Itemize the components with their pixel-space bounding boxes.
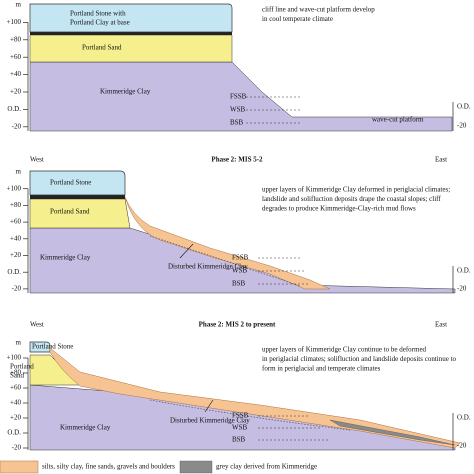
- legend-label: grey clay derived from Kimmeridge: [216, 463, 317, 471]
- axis-label: +40: [10, 70, 21, 78]
- section-1: [29, 3, 453, 132]
- direction: East: [435, 321, 447, 329]
- axis-label: +100: [7, 354, 22, 362]
- borehole-label: FSSB: [232, 254, 249, 262]
- axis-label: -20: [12, 444, 22, 452]
- axis-label: O.D.: [7, 105, 21, 113]
- layer-label: Portland Sand: [82, 44, 122, 52]
- slope-deposit: [49, 347, 461, 449]
- axis-label: +20: [10, 88, 21, 96]
- note: in periglacial climates; solifluction an…: [262, 355, 457, 363]
- clay-band: [30, 32, 232, 35]
- stone-layer: [29, 341, 51, 353]
- axis-label: +80: [10, 201, 21, 209]
- clay-layer: [29, 61, 453, 132]
- axis-label: m: [16, 339, 22, 347]
- axis-label: +60: [10, 218, 21, 226]
- axis-label: +40: [10, 399, 21, 407]
- stone-layer: [29, 3, 233, 33]
- layer-label: Portland Stone with: [70, 10, 126, 18]
- axis-label: O.D.: [457, 267, 471, 275]
- note: form in periglacial and temperate climat…: [262, 365, 381, 373]
- note: cliff line and wave-cut platform develop: [262, 6, 375, 14]
- axis-label: +80: [10, 369, 21, 377]
- axis-label: -20: [457, 442, 467, 450]
- axis-label: O.D.: [7, 268, 21, 276]
- axis-label: +20: [10, 414, 21, 422]
- axis-label: +60: [10, 53, 21, 61]
- stone-layer: [29, 170, 126, 196]
- borehole-label: BSB: [232, 280, 246, 288]
- section-3: [29, 341, 461, 451]
- disturbed-label: Disturbed Kimmeridge Clay: [170, 417, 250, 425]
- borehole-label: BSB: [232, 436, 246, 444]
- axis-label: +40: [10, 234, 21, 242]
- borehole-label: WSB: [232, 267, 248, 275]
- direction: East: [435, 156, 447, 164]
- note: upper layers of Kimmeridge Clay deformed…: [262, 186, 450, 194]
- clay-band: [30, 195, 125, 199]
- layer-label: Kimmeridge Clay: [100, 88, 151, 96]
- borehole-label: BSB: [230, 119, 244, 127]
- axis-label: -20: [457, 285, 467, 293]
- disturbed-zone: [149, 399, 351, 431]
- axis-label: O.D.: [457, 414, 471, 422]
- borehole-label: WSB: [230, 106, 246, 114]
- sand-layer: [29, 34, 233, 63]
- direction: West: [30, 321, 44, 329]
- layer-label: Kimmeridge Clay: [40, 254, 91, 262]
- axis-label: +100: [7, 184, 22, 192]
- legend-swatch: [0, 460, 39, 474]
- section-2: [29, 170, 456, 294]
- axis-label: O.D.: [457, 103, 471, 111]
- axis-label: m: [16, 168, 22, 176]
- direction: West: [30, 156, 44, 164]
- layer-label: Sand: [10, 372, 25, 380]
- axis-label: O.D.: [7, 429, 21, 437]
- layer-label: Portland Sand: [50, 208, 90, 216]
- legend-swatch: [179, 460, 213, 474]
- layer-label: Portland Stone: [50, 179, 91, 187]
- note: upper layers of Kimmeridge Clay continue…: [262, 346, 427, 354]
- disturbed-label: Disturbed Kimmeridge Clay: [168, 263, 248, 271]
- grey-clay: [329, 419, 456, 446]
- axis-label: m: [16, 1, 22, 9]
- axis-label: +20: [10, 251, 21, 259]
- axis-label: -20: [12, 122, 22, 130]
- axis-label: -20: [12, 285, 22, 293]
- borehole-label: FSSB: [230, 93, 247, 101]
- phase-title: Phase 2: MIS 5-2: [211, 156, 263, 164]
- borehole-label: WSB: [232, 424, 248, 432]
- disturbed-zone: [149, 235, 301, 287]
- arrow: [179, 243, 194, 259]
- layer-label: Portland Stone: [32, 343, 73, 351]
- note: in cool temperate climate: [262, 15, 333, 23]
- arrow: [204, 399, 214, 413]
- axis-label: -20: [457, 122, 467, 130]
- borehole-label: FSSB: [232, 412, 249, 420]
- platform-label: wave-cut platform: [372, 116, 424, 124]
- axis-label: +60: [10, 384, 21, 392]
- phase-title: Phase 2: MIS 2 to present: [199, 321, 276, 329]
- axis-label: +80: [10, 35, 21, 43]
- legend-label: silts, silty clay, fine sands, gravels a…: [42, 463, 175, 471]
- layer-label: Portland: [10, 363, 34, 371]
- slope-deposit: [124, 196, 331, 290]
- layer-label: Portland Clay at base: [70, 19, 130, 27]
- layer-label: Kimmeridge Clay: [60, 424, 111, 432]
- axis-label: +100: [7, 18, 22, 26]
- note: degrades to produce Kimmeridge-Clay-rich…: [262, 205, 416, 213]
- note: landslide and solifluction deposits drap…: [262, 195, 441, 203]
